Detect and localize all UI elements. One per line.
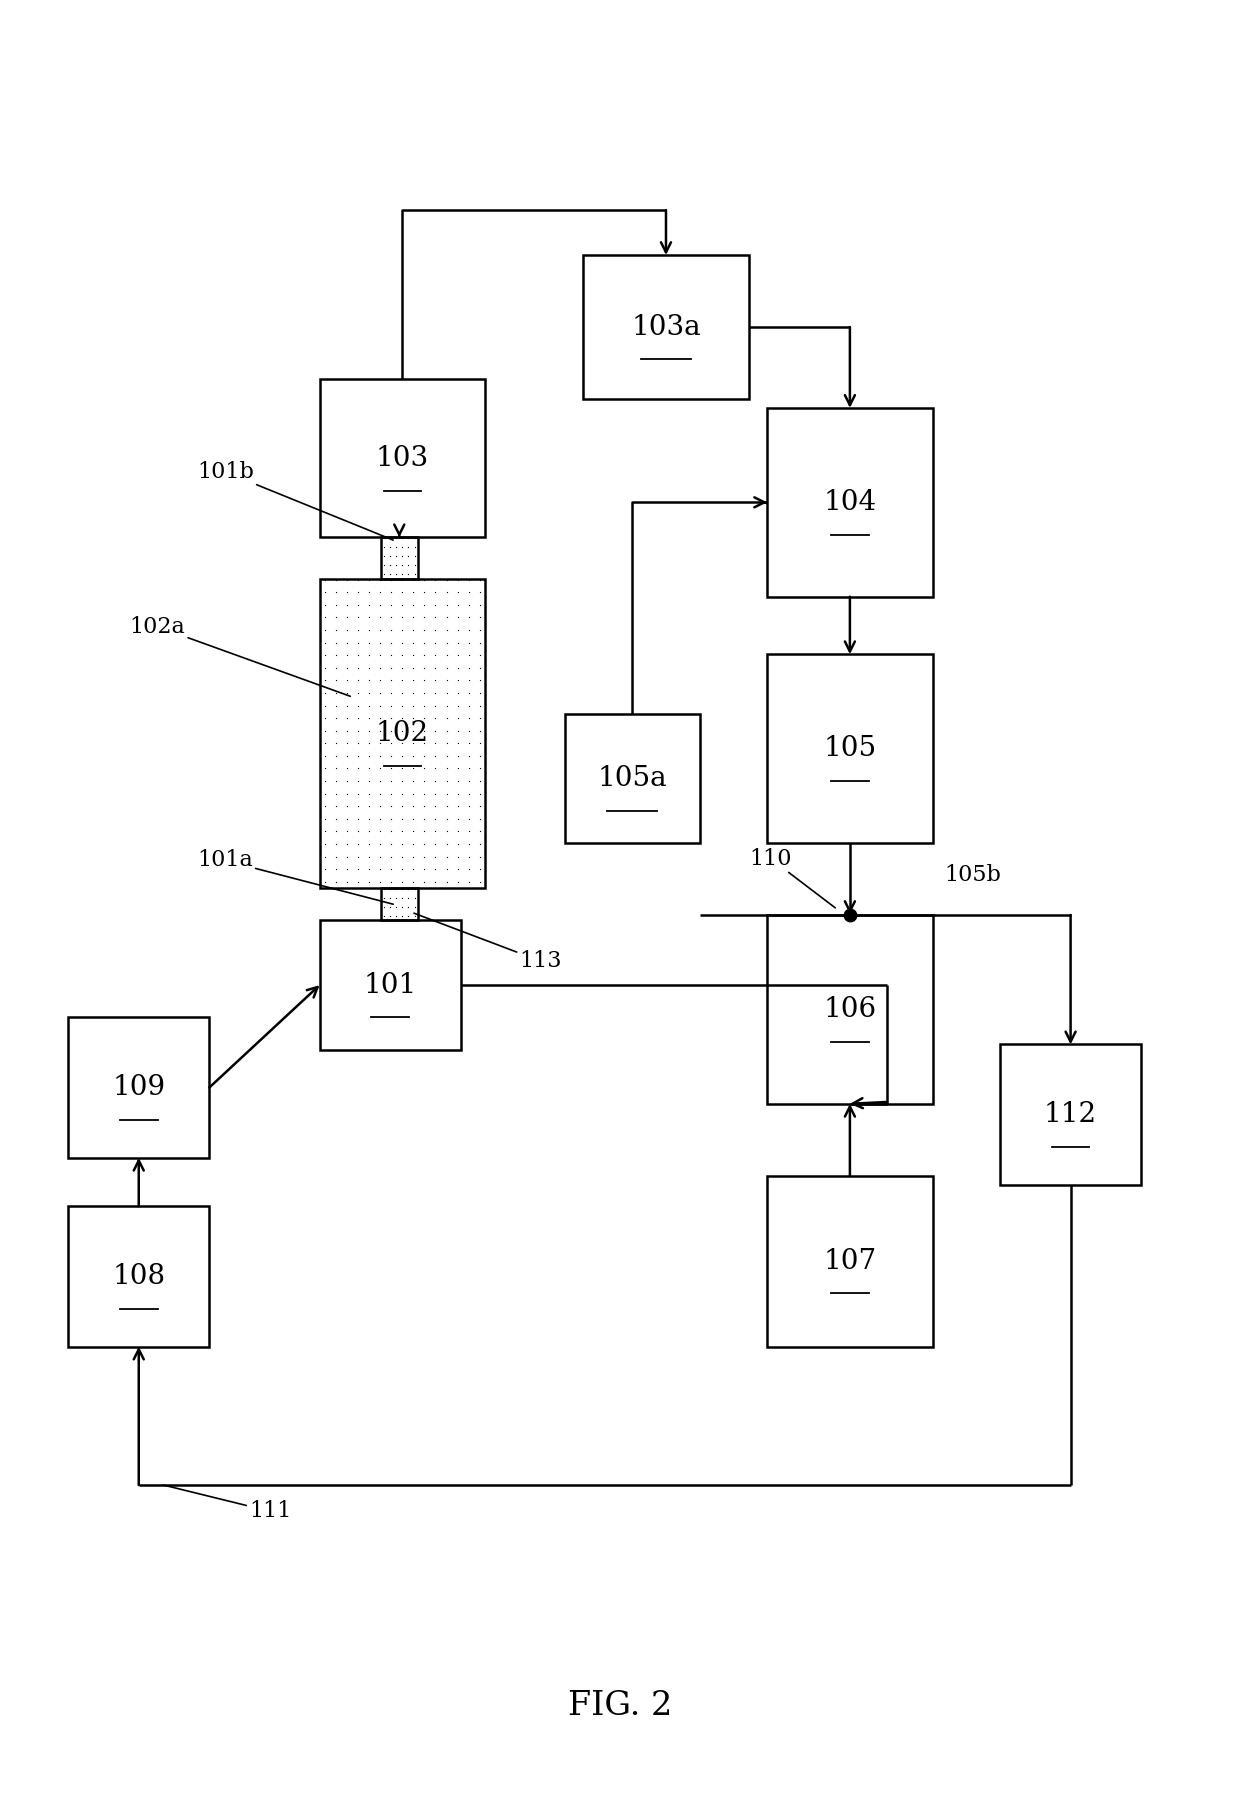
Bar <box>381 538 418 578</box>
Bar <box>320 578 485 888</box>
Bar <box>1001 1044 1141 1185</box>
Text: 112: 112 <box>1044 1102 1097 1129</box>
Bar <box>768 654 932 843</box>
Text: 102: 102 <box>376 719 429 747</box>
Text: 103a: 103a <box>631 313 701 341</box>
Text: 101: 101 <box>363 971 417 998</box>
Bar <box>320 578 485 888</box>
Text: FIG. 2: FIG. 2 <box>568 1691 672 1721</box>
Text: 104: 104 <box>823 489 877 516</box>
Bar <box>381 888 418 920</box>
Bar <box>320 920 460 1049</box>
Bar <box>381 888 418 920</box>
Text: 113: 113 <box>414 913 562 971</box>
Text: 109: 109 <box>112 1075 165 1102</box>
Bar <box>565 714 699 843</box>
Bar <box>381 538 418 578</box>
Text: 106: 106 <box>823 997 877 1024</box>
Text: 105a: 105a <box>598 765 667 792</box>
Text: 105: 105 <box>823 736 877 763</box>
Bar <box>68 1207 210 1346</box>
Bar <box>583 255 749 399</box>
Bar <box>320 379 485 538</box>
Text: 108: 108 <box>112 1263 165 1290</box>
Text: 107: 107 <box>823 1248 877 1274</box>
Bar <box>768 915 932 1104</box>
Text: 102a: 102a <box>129 616 350 696</box>
Bar <box>68 1018 210 1158</box>
Text: 111: 111 <box>164 1486 291 1522</box>
Bar <box>768 408 932 596</box>
Text: 105b: 105b <box>944 864 1001 886</box>
Text: 110: 110 <box>749 848 836 908</box>
Text: 101b: 101b <box>197 460 393 540</box>
Text: 103: 103 <box>376 444 429 471</box>
Text: 101a: 101a <box>197 850 393 904</box>
Bar <box>768 1176 932 1346</box>
